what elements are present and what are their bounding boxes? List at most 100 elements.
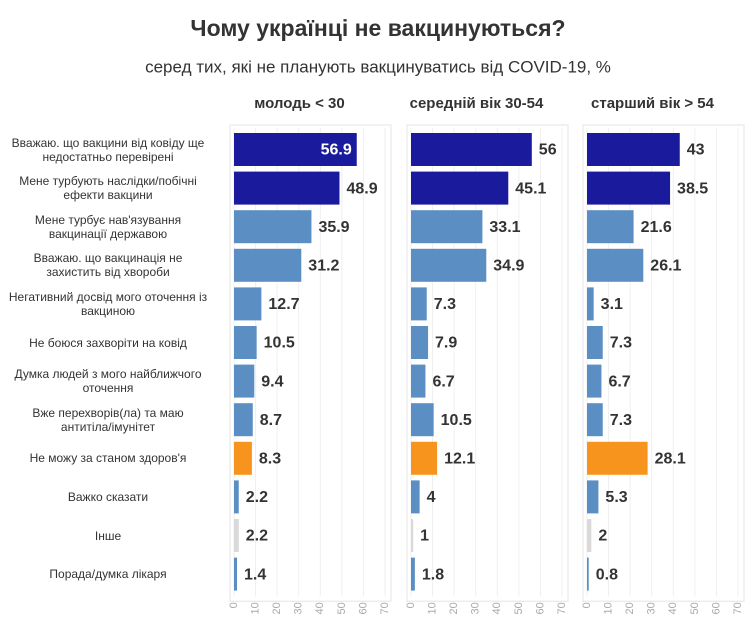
- value-label: 2.2: [246, 528, 268, 545]
- x-tick-label: 50: [513, 602, 525, 614]
- value-label: 5.3: [605, 489, 627, 506]
- x-tick-label: 70: [732, 602, 744, 614]
- value-label: 34.9: [493, 258, 524, 275]
- value-label: 26.1: [650, 258, 681, 275]
- bar: [234, 248, 302, 282]
- bar: [587, 441, 648, 475]
- bar: [411, 248, 487, 282]
- value-label: 8.3: [259, 451, 281, 468]
- x-tick-label: 30: [293, 602, 305, 614]
- value-label: 10.5: [264, 335, 295, 352]
- bar: [587, 480, 599, 514]
- bar: [234, 364, 255, 398]
- bar: [587, 557, 589, 591]
- category-label: Інше: [94, 528, 122, 543]
- value-label: 1.4: [244, 566, 266, 583]
- x-tick-label: 40: [314, 602, 326, 614]
- category-label: Вже перехворів(ла) та маю антитіла/імуні…: [32, 405, 184, 434]
- x-tick-label: 10: [426, 602, 438, 614]
- x-tick-label: 20: [448, 602, 460, 614]
- bar: [411, 326, 429, 359]
- bar: [587, 403, 603, 437]
- value-label: 2: [598, 528, 607, 545]
- bar: [411, 364, 426, 398]
- x-tick-label: 60: [534, 602, 546, 614]
- category-label: Порада/думка лікаря: [49, 567, 167, 582]
- bar: [234, 326, 257, 359]
- value-label: 3.1: [601, 296, 623, 313]
- value-label: 48.9: [346, 180, 377, 197]
- value-label: 12.7: [268, 296, 299, 313]
- bar: [587, 364, 602, 398]
- value-label: 56.9: [321, 142, 352, 159]
- bar: [411, 133, 532, 166]
- bar: [411, 210, 483, 244]
- category-label: Негативний досвід мого оточення із вакци…: [8, 289, 208, 318]
- value-label: 6.7: [432, 373, 454, 390]
- category-label: Вважаю. що вакцинація не захистить від х…: [33, 251, 183, 280]
- bar: [587, 519, 592, 552]
- category-label: Вважаю. що вакцини від ковіду ще недоста…: [11, 135, 205, 164]
- panel-title: старший вік > 54: [591, 95, 715, 112]
- x-tick-label: 30: [470, 602, 482, 614]
- bar: [234, 171, 340, 205]
- bar: [234, 403, 253, 437]
- bar: [234, 287, 262, 321]
- value-label: 31.2: [308, 258, 339, 275]
- chart-subtitle: серед тих, які не планують вакцинуватись…: [145, 57, 611, 76]
- bar: [411, 557, 415, 591]
- bar: [587, 133, 680, 166]
- value-label: 38.5: [677, 180, 708, 197]
- x-tick-label: 40: [491, 602, 503, 614]
- value-label: 1.8: [422, 566, 444, 583]
- x-tick-label: 0: [405, 602, 417, 608]
- value-label: 56: [539, 142, 557, 159]
- value-label: 2.2: [246, 489, 268, 506]
- bar: [587, 171, 671, 205]
- x-tick-label: 70: [556, 602, 568, 614]
- value-label: 7.9: [435, 335, 457, 352]
- panel-title: середній вік 30-54: [410, 95, 544, 112]
- bar: [411, 519, 414, 552]
- x-tick-label: 30: [646, 602, 658, 614]
- bar: [411, 480, 420, 514]
- value-label: 0.8: [596, 566, 618, 583]
- panel-title: молодь < 30: [254, 95, 345, 112]
- bar: [587, 210, 634, 244]
- value-label: 4: [427, 489, 436, 506]
- value-label: 10.5: [441, 412, 472, 429]
- x-tick-label: 0: [228, 602, 240, 608]
- value-label: 6.7: [608, 373, 630, 390]
- category-label: Не боюся захворіти на ковід: [29, 335, 187, 350]
- x-tick-label: 70: [379, 602, 391, 614]
- value-label: 7.3: [434, 296, 456, 313]
- value-label: 7.3: [610, 412, 632, 429]
- x-tick-label: 20: [624, 602, 636, 614]
- x-tick-label: 10: [249, 602, 261, 614]
- value-label: 43: [687, 142, 705, 159]
- x-tick-label: 60: [710, 602, 722, 614]
- value-label: 8.7: [260, 412, 282, 429]
- value-label: 1: [420, 528, 429, 545]
- bar: [234, 441, 252, 475]
- x-tick-label: 20: [271, 602, 283, 614]
- bar: [587, 248, 644, 282]
- bar: [234, 210, 312, 244]
- bar: [411, 403, 434, 437]
- x-tick-label: 50: [336, 602, 348, 614]
- value-label: 9.4: [261, 373, 283, 390]
- bar: [587, 326, 603, 359]
- x-tick-label: 10: [602, 602, 614, 614]
- value-label: 12.1: [444, 451, 475, 468]
- bar: [587, 287, 594, 321]
- category-label: Мене турбують наслідки/побічні ефекти ва…: [19, 174, 197, 203]
- bar: [234, 557, 238, 591]
- value-label: 28.1: [655, 451, 686, 468]
- value-label: 7.3: [610, 335, 632, 352]
- x-tick-label: 60: [357, 602, 369, 614]
- x-tick-label: 40: [667, 602, 679, 614]
- category-label: Важко сказати: [67, 489, 149, 504]
- value-label: 45.1: [515, 180, 546, 197]
- value-label: 21.6: [641, 219, 672, 236]
